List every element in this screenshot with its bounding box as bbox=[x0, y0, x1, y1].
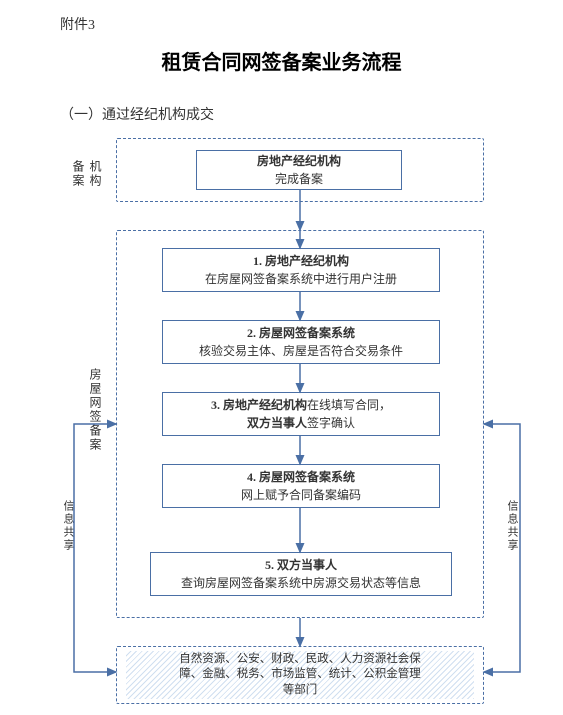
node-4-title: 4. 房屋网签备案系统 bbox=[173, 468, 429, 486]
share-left-label: 信息共享 bbox=[62, 486, 76, 566]
node-3-line2: 双方当事人签字确认 bbox=[173, 414, 429, 432]
node-1: 1. 房地产经纪机构 在房屋网签备案系统中进行用户注册 bbox=[162, 248, 440, 292]
page-title: 租赁合同网签备案业务流程 bbox=[0, 46, 563, 75]
node-3-bold1: 3. 房地产经纪机构 bbox=[211, 398, 307, 412]
share-right-label: 信息共享 bbox=[506, 486, 520, 566]
org-filing-node: 房地产经纪机构 完成备案 bbox=[196, 150, 402, 190]
node-5-title: 5. 双方当事人 bbox=[161, 556, 441, 574]
section-1-label: （一）通过经纪机构成交 bbox=[60, 104, 214, 124]
departments-line3: 等部门 bbox=[136, 683, 464, 699]
node-2-title: 2. 房屋网签备案系统 bbox=[173, 324, 429, 342]
node-3-line1: 3. 房地产经纪机构在线填写合同， bbox=[173, 396, 429, 414]
node-5: 5. 双方当事人 查询房屋网签备案系统中房源交易状态等信息 bbox=[150, 552, 452, 596]
org-filing-node-subtitle: 完成备案 bbox=[207, 170, 391, 188]
org-filing-label: 机构备案 bbox=[88, 154, 104, 194]
node-3-text2: 签字确认 bbox=[307, 416, 355, 430]
node-3: 3. 房地产经纪机构在线填写合同， 双方当事人签字确认 bbox=[162, 392, 440, 436]
departments-box: 自然资源、公安、财政、民政、人力资源社会保 障、金融、税务、市场监管、统计、公积… bbox=[126, 651, 474, 699]
departments-line2: 障、金融、税务、市场监管、统计、公积金管理 bbox=[136, 667, 464, 683]
attachment-label: 附件3 bbox=[60, 14, 95, 34]
node-2-subtitle: 核验交易主体、房屋是否符合交易条件 bbox=[173, 342, 429, 360]
node-3-bold2: 双方当事人 bbox=[247, 416, 307, 430]
node-5-subtitle: 查询房屋网签备案系统中房源交易状态等信息 bbox=[161, 574, 441, 592]
departments-line1: 自然资源、公安、财政、民政、人力资源社会保 bbox=[136, 652, 464, 668]
node-2: 2. 房屋网签备案系统 核验交易主体、房屋是否符合交易条件 bbox=[162, 320, 440, 364]
node-4-subtitle: 网上赋予合同备案编码 bbox=[173, 486, 429, 504]
node-1-subtitle: 在房屋网签备案系统中进行用户注册 bbox=[173, 270, 429, 288]
online-filing-label: 房屋网签备案 bbox=[88, 360, 104, 460]
org-filing-node-title: 房地产经纪机构 bbox=[207, 152, 391, 170]
node-3-text1: 在线填写合同， bbox=[307, 398, 391, 412]
node-4: 4. 房屋网签备案系统 网上赋予合同备案编码 bbox=[162, 464, 440, 508]
node-1-title: 1. 房地产经纪机构 bbox=[173, 252, 429, 270]
